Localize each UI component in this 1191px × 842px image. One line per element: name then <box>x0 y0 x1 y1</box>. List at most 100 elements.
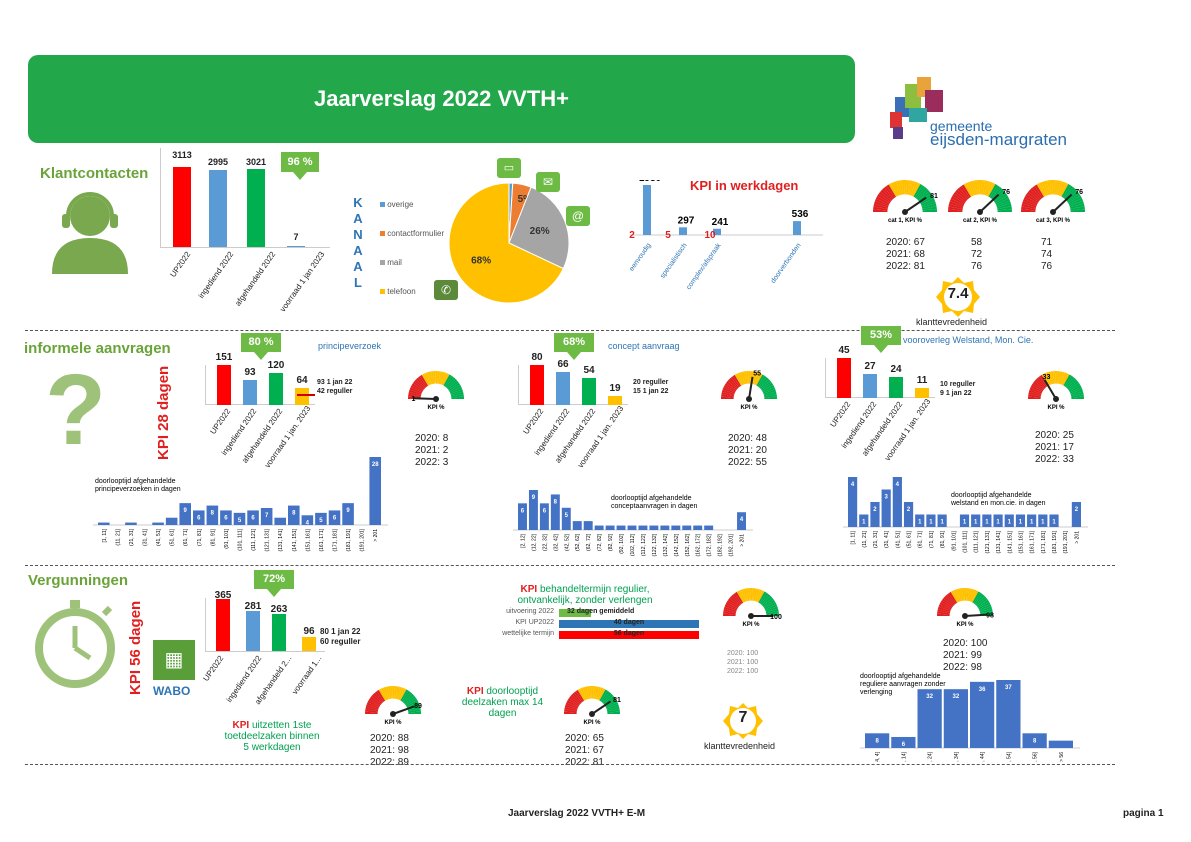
gauge-band <box>365 704 379 711</box>
kpi-doorlooptijd-years: 2020: 65 2021: 67 2022: 81 <box>565 733 604 768</box>
gauge-band <box>973 592 983 605</box>
gauge-band <box>961 184 972 198</box>
gauge-band <box>419 374 429 387</box>
chart-text: conceptaanvragen in dagen <box>611 503 698 510</box>
termijn-value: 40 dagen <box>613 619 645 626</box>
chart-text: (192, 201] <box>729 533 735 556</box>
gauge-needle <box>904 196 927 213</box>
axis-label: afgehandeld 2022 <box>233 250 278 308</box>
gauge-band <box>979 606 993 612</box>
group-notes: 93 1 jan 22 42 reguller <box>317 379 353 395</box>
gauge-needle <box>1043 379 1057 400</box>
gauge-band <box>1029 387 1043 394</box>
gauge-band <box>446 378 458 389</box>
gauge-band <box>896 180 902 196</box>
chart-text: > 201 <box>1074 531 1080 544</box>
gauge-band <box>937 613 950 616</box>
kpi-gauge-doorlooptijd: 81 KPI % <box>564 686 621 726</box>
gauge-band <box>763 389 777 395</box>
gauge-band <box>968 181 976 196</box>
gauge-band <box>748 588 751 601</box>
chart-text: 4 <box>896 482 900 488</box>
gauge-band <box>1063 374 1072 387</box>
gauge-band <box>753 588 758 602</box>
chart-text: 5% <box>518 194 533 205</box>
gauge-band <box>400 689 409 702</box>
gauge-band <box>721 391 735 397</box>
gauge-band <box>1028 394 1041 398</box>
gauge-band <box>1055 371 1058 384</box>
gauge-band <box>572 692 582 704</box>
gauge-band <box>582 687 588 700</box>
gauge-band <box>724 604 738 611</box>
gauge-band <box>410 385 423 393</box>
hist-bar <box>627 525 637 530</box>
histogram-welstand: 4 [1, 11] 1 (11, 21] 2 (21, 31] 3 (31, 41] 4 (41,… <box>843 477 1088 554</box>
gauge-band <box>1043 372 1051 386</box>
gauge-band <box>985 181 993 196</box>
gauge-band <box>408 391 422 397</box>
group-bar <box>837 358 851 398</box>
gauge-band <box>976 180 980 195</box>
gauge-band <box>605 699 618 708</box>
report-title: Jaarverslag 2022 VVTH+ <box>313 86 569 111</box>
hist-bar <box>369 457 381 525</box>
gauge-band <box>1049 180 1053 195</box>
gauge-band <box>598 688 606 701</box>
gauge-band <box>408 394 421 398</box>
gauge-band <box>764 601 777 610</box>
gauge-band <box>875 196 890 205</box>
gauge-band <box>937 611 950 615</box>
chart-text: KPI % <box>427 405 445 411</box>
group-bar <box>889 376 903 398</box>
gauge-band <box>1061 183 1071 198</box>
gauge-band <box>764 396 777 399</box>
chart-text: 8 <box>292 511 296 517</box>
hist-bar <box>996 680 1021 748</box>
gauge-band <box>408 711 421 714</box>
gauge-band <box>993 191 1006 202</box>
chart-text: (132, 142] <box>663 533 669 556</box>
gauge-band <box>1036 377 1046 389</box>
chart-text: KPI % <box>740 405 758 411</box>
gauge-band <box>1069 200 1084 208</box>
gauge-band <box>888 183 898 197</box>
kpi-years-col2: 58 72 76 <box>971 237 983 272</box>
gauge-band <box>755 373 763 386</box>
hist-bar <box>971 514 981 527</box>
gauge-band <box>920 198 935 206</box>
hist-bar <box>937 514 947 527</box>
termijn-label: wettelijke termijn <box>502 630 554 637</box>
kpi-regulier-years: 2020: 100 2021: 99 2022: 98 <box>943 638 988 673</box>
chart-text: (34, 44] <box>980 751 986 762</box>
chart-text: 1 <box>974 520 978 526</box>
chart-text: 1 <box>985 520 989 526</box>
gauge-band <box>761 382 774 392</box>
kpi-years-col3: 71 74 76 <box>1041 237 1053 272</box>
report-title-banner: Jaarverslag 2022 VVTH+ <box>28 55 855 143</box>
hist-bar <box>342 503 354 525</box>
chart-text: 1 <box>918 520 922 526</box>
gauge-band <box>988 183 998 198</box>
hist-bar <box>943 689 968 748</box>
gauge-band <box>991 187 1003 200</box>
group-bar <box>582 378 596 405</box>
gauge-band <box>412 381 425 391</box>
gauge-band <box>451 394 464 398</box>
gauge-band <box>1065 377 1076 388</box>
axis-label: UP2022 <box>828 400 853 429</box>
gauge-band <box>397 687 405 700</box>
gauge-band <box>416 377 426 389</box>
gauge-band <box>974 594 985 605</box>
chart-text: KPI % <box>742 622 760 628</box>
gauge-hub <box>962 613 968 619</box>
section-title-klantcontacten: Klantcontacten <box>40 165 149 182</box>
gauge-needle <box>748 376 754 400</box>
gauge-band <box>568 696 581 706</box>
chart-text: 5 <box>238 518 242 524</box>
gauge-band <box>948 203 963 209</box>
gauge-band <box>880 189 893 201</box>
hist-bar <box>550 494 560 530</box>
group-years: 2020: 25 2021: 17 2022: 33 <box>1035 430 1074 465</box>
gauge-band <box>595 686 602 700</box>
